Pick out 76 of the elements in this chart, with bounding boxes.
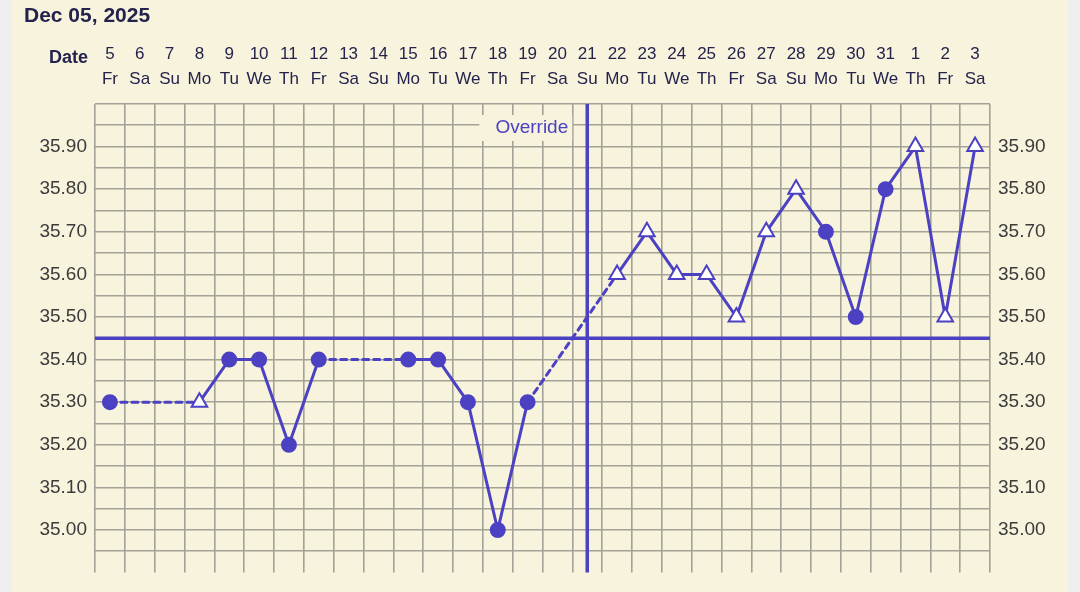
y-tick-label: 35.30 <box>39 390 87 412</box>
x-tick-label: 3 Sa <box>964 44 987 89</box>
point <box>787 179 805 195</box>
point <box>280 436 297 453</box>
x-tick-label: 21 Su <box>576 44 598 89</box>
x-tick-label: 24 We <box>664 44 690 89</box>
x-tick-label: 20 Sa <box>547 44 569 89</box>
y2-tick-label: 35.50 <box>998 305 1046 327</box>
point <box>190 392 209 408</box>
x-tick-label: 30 Tu <box>846 44 866 89</box>
x-tick-label: 23 Tu <box>637 44 657 89</box>
x-tick-label: 27 Sa <box>755 44 778 89</box>
point <box>101 394 118 411</box>
y2-tick-label: 35.20 <box>998 433 1046 455</box>
point <box>459 394 476 411</box>
x-tick-label: 29 Mo <box>814 44 838 89</box>
y-tick-label: 35.80 <box>39 177 87 199</box>
point <box>310 351 327 368</box>
x-tick-label: 16 Tu <box>428 44 448 89</box>
x-tick-label: 15 Mo <box>396 44 421 89</box>
point <box>847 309 864 325</box>
point <box>638 221 656 238</box>
y-tick-label: 35.90 <box>39 134 87 156</box>
x-tick-label: 7 Su <box>159 44 180 89</box>
x-tick-label: 5 Fr <box>101 44 119 89</box>
x-tick-label: 10 We <box>246 44 272 89</box>
y-tick-label: 35.20 <box>39 433 87 455</box>
x-tick-label: 12 Fr <box>309 44 329 89</box>
point <box>906 136 925 153</box>
y-tick-label: 35.70 <box>39 220 87 242</box>
x-tick-label: 2 Fr <box>937 44 954 89</box>
x-tick-label: 1 Th <box>905 44 926 89</box>
point <box>400 351 417 368</box>
point <box>757 221 776 238</box>
point <box>697 264 716 280</box>
point <box>667 264 686 280</box>
x-tick-label: 28 Su <box>785 44 807 89</box>
point <box>727 307 746 323</box>
point <box>817 223 834 240</box>
point <box>430 351 447 368</box>
x-tick-label: 13 Sa <box>338 44 360 89</box>
point <box>221 351 238 368</box>
y2-tick-label: 35.80 <box>998 177 1046 199</box>
point <box>966 136 984 153</box>
x-tick-label: 22 Mo <box>605 44 629 89</box>
x-tick-label: 9 Tu <box>219 44 239 89</box>
x-tick-label: 17 We <box>455 44 481 89</box>
x-tick-label: 14 Su <box>368 44 389 89</box>
y2-tick-label: 35.60 <box>998 262 1046 284</box>
y2-tick-label: 35.70 <box>998 220 1046 242</box>
y-tick-label: 35.40 <box>39 347 87 369</box>
point <box>251 351 268 368</box>
y2-tick-label: 35.30 <box>998 390 1046 412</box>
y-tick-label: 35.10 <box>39 475 87 497</box>
y2-tick-label: 35.40 <box>998 347 1046 369</box>
y2-tick-label: 35.00 <box>998 518 1046 540</box>
x-tick-label: 31 We <box>872 44 899 89</box>
x-tick-label: 6 Sa <box>129 44 151 89</box>
y-tick-label: 35.50 <box>39 305 87 327</box>
x-tick-label: 8 Mo <box>187 44 212 89</box>
x-axis-title: Date <box>48 46 88 68</box>
x-tick-label: 25 Th <box>696 44 717 89</box>
y2-tick-label: 35.10 <box>998 475 1046 497</box>
x-tick-label: 26 Fr <box>726 44 746 89</box>
x-tick-label: 11 Th <box>278 44 299 89</box>
point <box>489 522 506 538</box>
point <box>608 264 626 280</box>
x-tick-label: 18 Th <box>487 44 508 89</box>
chart-title: Dec 05, 2025 <box>24 3 151 27</box>
y2-tick-label: 35.90 <box>998 134 1046 156</box>
ref-line-label: Override <box>495 116 569 138</box>
point <box>936 307 955 323</box>
y-tick-label: 35.00 <box>39 518 87 540</box>
x-tick-label: 19 Fr <box>518 44 538 89</box>
y-tick-label: 35.60 <box>39 262 87 284</box>
point <box>519 394 536 411</box>
